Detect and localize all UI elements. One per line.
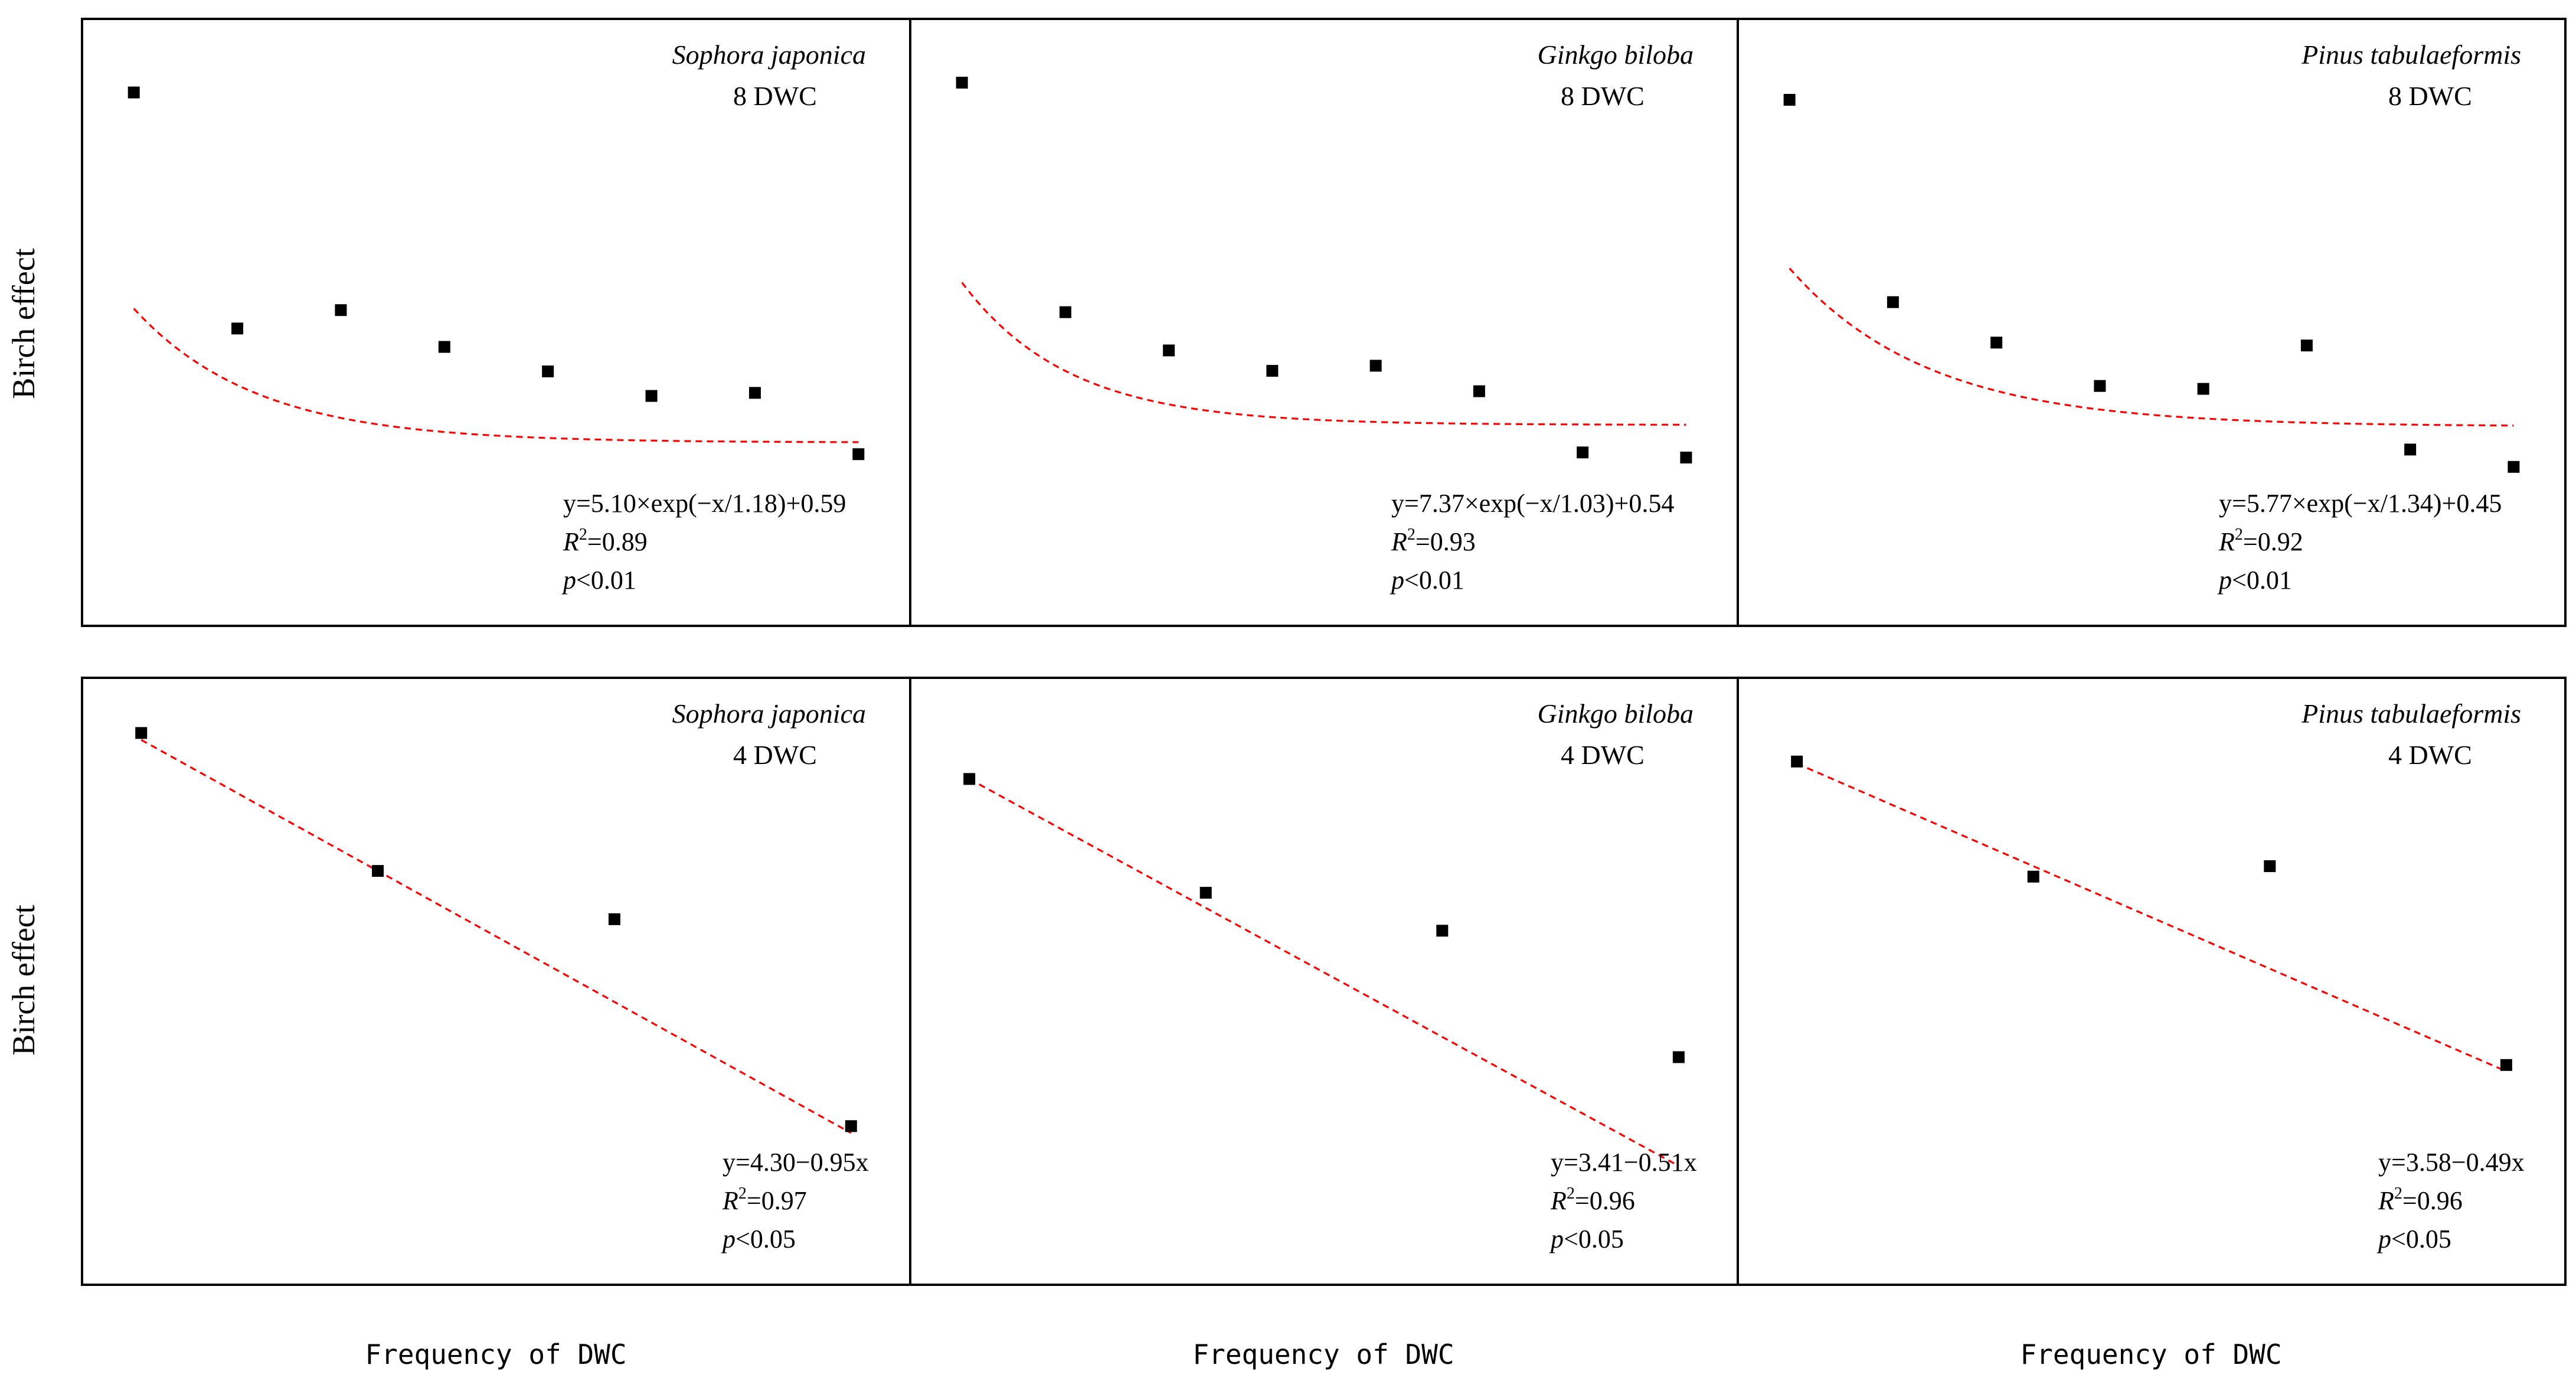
equation-label: y=7.37×exp(−x/1.03)+0.54: [1391, 489, 1674, 518]
data-point: [1680, 451, 1692, 463]
data-point: [852, 448, 865, 461]
data-point: [1672, 1051, 1685, 1063]
r-squared-label: R2=0.96: [1550, 1184, 1635, 1215]
species-label: Pinus tabulaeformis: [2301, 40, 2521, 70]
treatment-label: 8 DWC: [733, 81, 817, 111]
fit-line: [969, 778, 1679, 1167]
data-point: [2197, 383, 2209, 395]
data-point: [845, 1120, 857, 1132]
r-squared-label: R2=0.97: [722, 1184, 807, 1215]
fit-line: [961, 282, 1686, 426]
treatment-label: 4 DWC: [1561, 740, 1645, 770]
panel-frame: [1737, 18, 2567, 627]
data-point: [135, 727, 148, 739]
treatment-label: 8 DWC: [1561, 81, 1645, 111]
species-label: Ginkgo biloba: [1538, 698, 1694, 729]
p-value-label: p<0.01: [2217, 566, 2292, 595]
r-squared-label: R2=0.96: [2378, 1184, 2463, 1215]
p-value-label: p<0.05: [721, 1225, 796, 1253]
x-axis-label-1: Frequency of DWC: [365, 1338, 626, 1370]
p-value-label: p<0.05: [1549, 1225, 1624, 1253]
x-axis-label-2: Frequency of DWC: [1192, 1338, 1454, 1370]
data-point: [542, 365, 554, 378]
chart-panel-top-3: Pinus tabulaeformis 8 DWC y=5.77×exp(−x/1.…: [1737, 18, 2567, 627]
data-point: [1990, 337, 2003, 349]
data-point: [645, 390, 658, 402]
data-point: [608, 913, 620, 925]
y-axis-label-bottom: Birch effect: [6, 905, 41, 1055]
r-squared-label: R2=0.92: [2218, 525, 2303, 556]
data-point: [1791, 755, 1803, 768]
treatment-label: 4 DWC: [733, 740, 817, 770]
data-point: [1199, 887, 1212, 899]
fit-line: [1789, 267, 2514, 427]
species-label: Sophora japonica: [672, 40, 866, 70]
data-point: [1473, 385, 1485, 397]
data-point: [231, 322, 244, 335]
data-point: [2264, 860, 2276, 873]
data-point: [1266, 365, 1279, 377]
equation-label: y=5.10×exp(−x/1.18)+0.59: [563, 489, 846, 518]
fit-line: [140, 739, 852, 1134]
data-point: [2508, 461, 2520, 473]
data-point: [1059, 306, 1071, 318]
data-point: [2404, 443, 2417, 456]
data-point: [372, 865, 384, 877]
equation-label: y=3.41−0.51x: [1551, 1148, 1697, 1177]
data-point: [1783, 94, 1796, 106]
data-point: [438, 341, 450, 353]
data-point: [335, 304, 347, 316]
r-squared-label: R2=0.93: [1391, 525, 1476, 556]
fit-line: [133, 308, 859, 443]
chart-panel-top-2: Ginkgo biloba 8 DWC y=7.37×exp(−x/1.03)+0.…: [909, 18, 1739, 627]
chart-panel-bottom-3: Pinus tabulaeformis 4 DWC y=3.58−0.49x R2=0…: [1737, 677, 2567, 1286]
chart-panel-top-1: Sophora japonica 8 DWC y=5.10×exp(−x/1.18)…: [81, 18, 911, 627]
r-squared-label: R2=0.89: [563, 525, 648, 556]
treatment-label: 8 DWC: [2388, 81, 2472, 111]
chart-panel-bottom-1: Sophora japonica 4 DWC y=4.30−0.95x R2=0.97…: [81, 677, 911, 1286]
p-value-label: p<0.01: [1390, 566, 1464, 595]
treatment-label: 4 DWC: [2388, 740, 2472, 770]
species-label: Sophora japonica: [672, 698, 866, 729]
fit-line: [1796, 762, 2507, 1072]
data-point: [1577, 446, 1589, 459]
data-point: [1369, 360, 1382, 372]
data-point: [2300, 339, 2313, 352]
data-point: [2500, 1059, 2512, 1071]
y-axis-label-top: Birch effect: [6, 248, 41, 399]
equation-label: y=3.58−0.49x: [2378, 1148, 2525, 1177]
equation-label: y=4.30−0.95x: [723, 1148, 869, 1177]
data-point: [956, 76, 968, 89]
data-point: [748, 387, 761, 399]
data-point: [1163, 344, 1175, 357]
x-axis-label-3: Frequency of DWC: [2020, 1338, 2281, 1370]
data-point: [128, 86, 140, 99]
species-label: Ginkgo biloba: [1538, 40, 1694, 70]
data-point: [1887, 296, 1899, 308]
data-point: [2027, 870, 2039, 883]
data-point: [1436, 925, 1449, 937]
p-value-label: p<0.01: [561, 566, 636, 595]
data-point: [2094, 380, 2106, 392]
species-label: Pinus tabulaeformis: [2301, 698, 2521, 729]
equation-label: y=5.77×exp(−x/1.34)+0.45: [2219, 489, 2502, 518]
data-point: [963, 773, 976, 785]
chart-panel-bottom-2: Ginkgo biloba 4 DWC y=3.41−0.51x R2=0.96 p<0…: [909, 677, 1739, 1286]
panel-frame: [1737, 677, 2567, 1286]
p-value-label: p<0.05: [2376, 1225, 2451, 1253]
